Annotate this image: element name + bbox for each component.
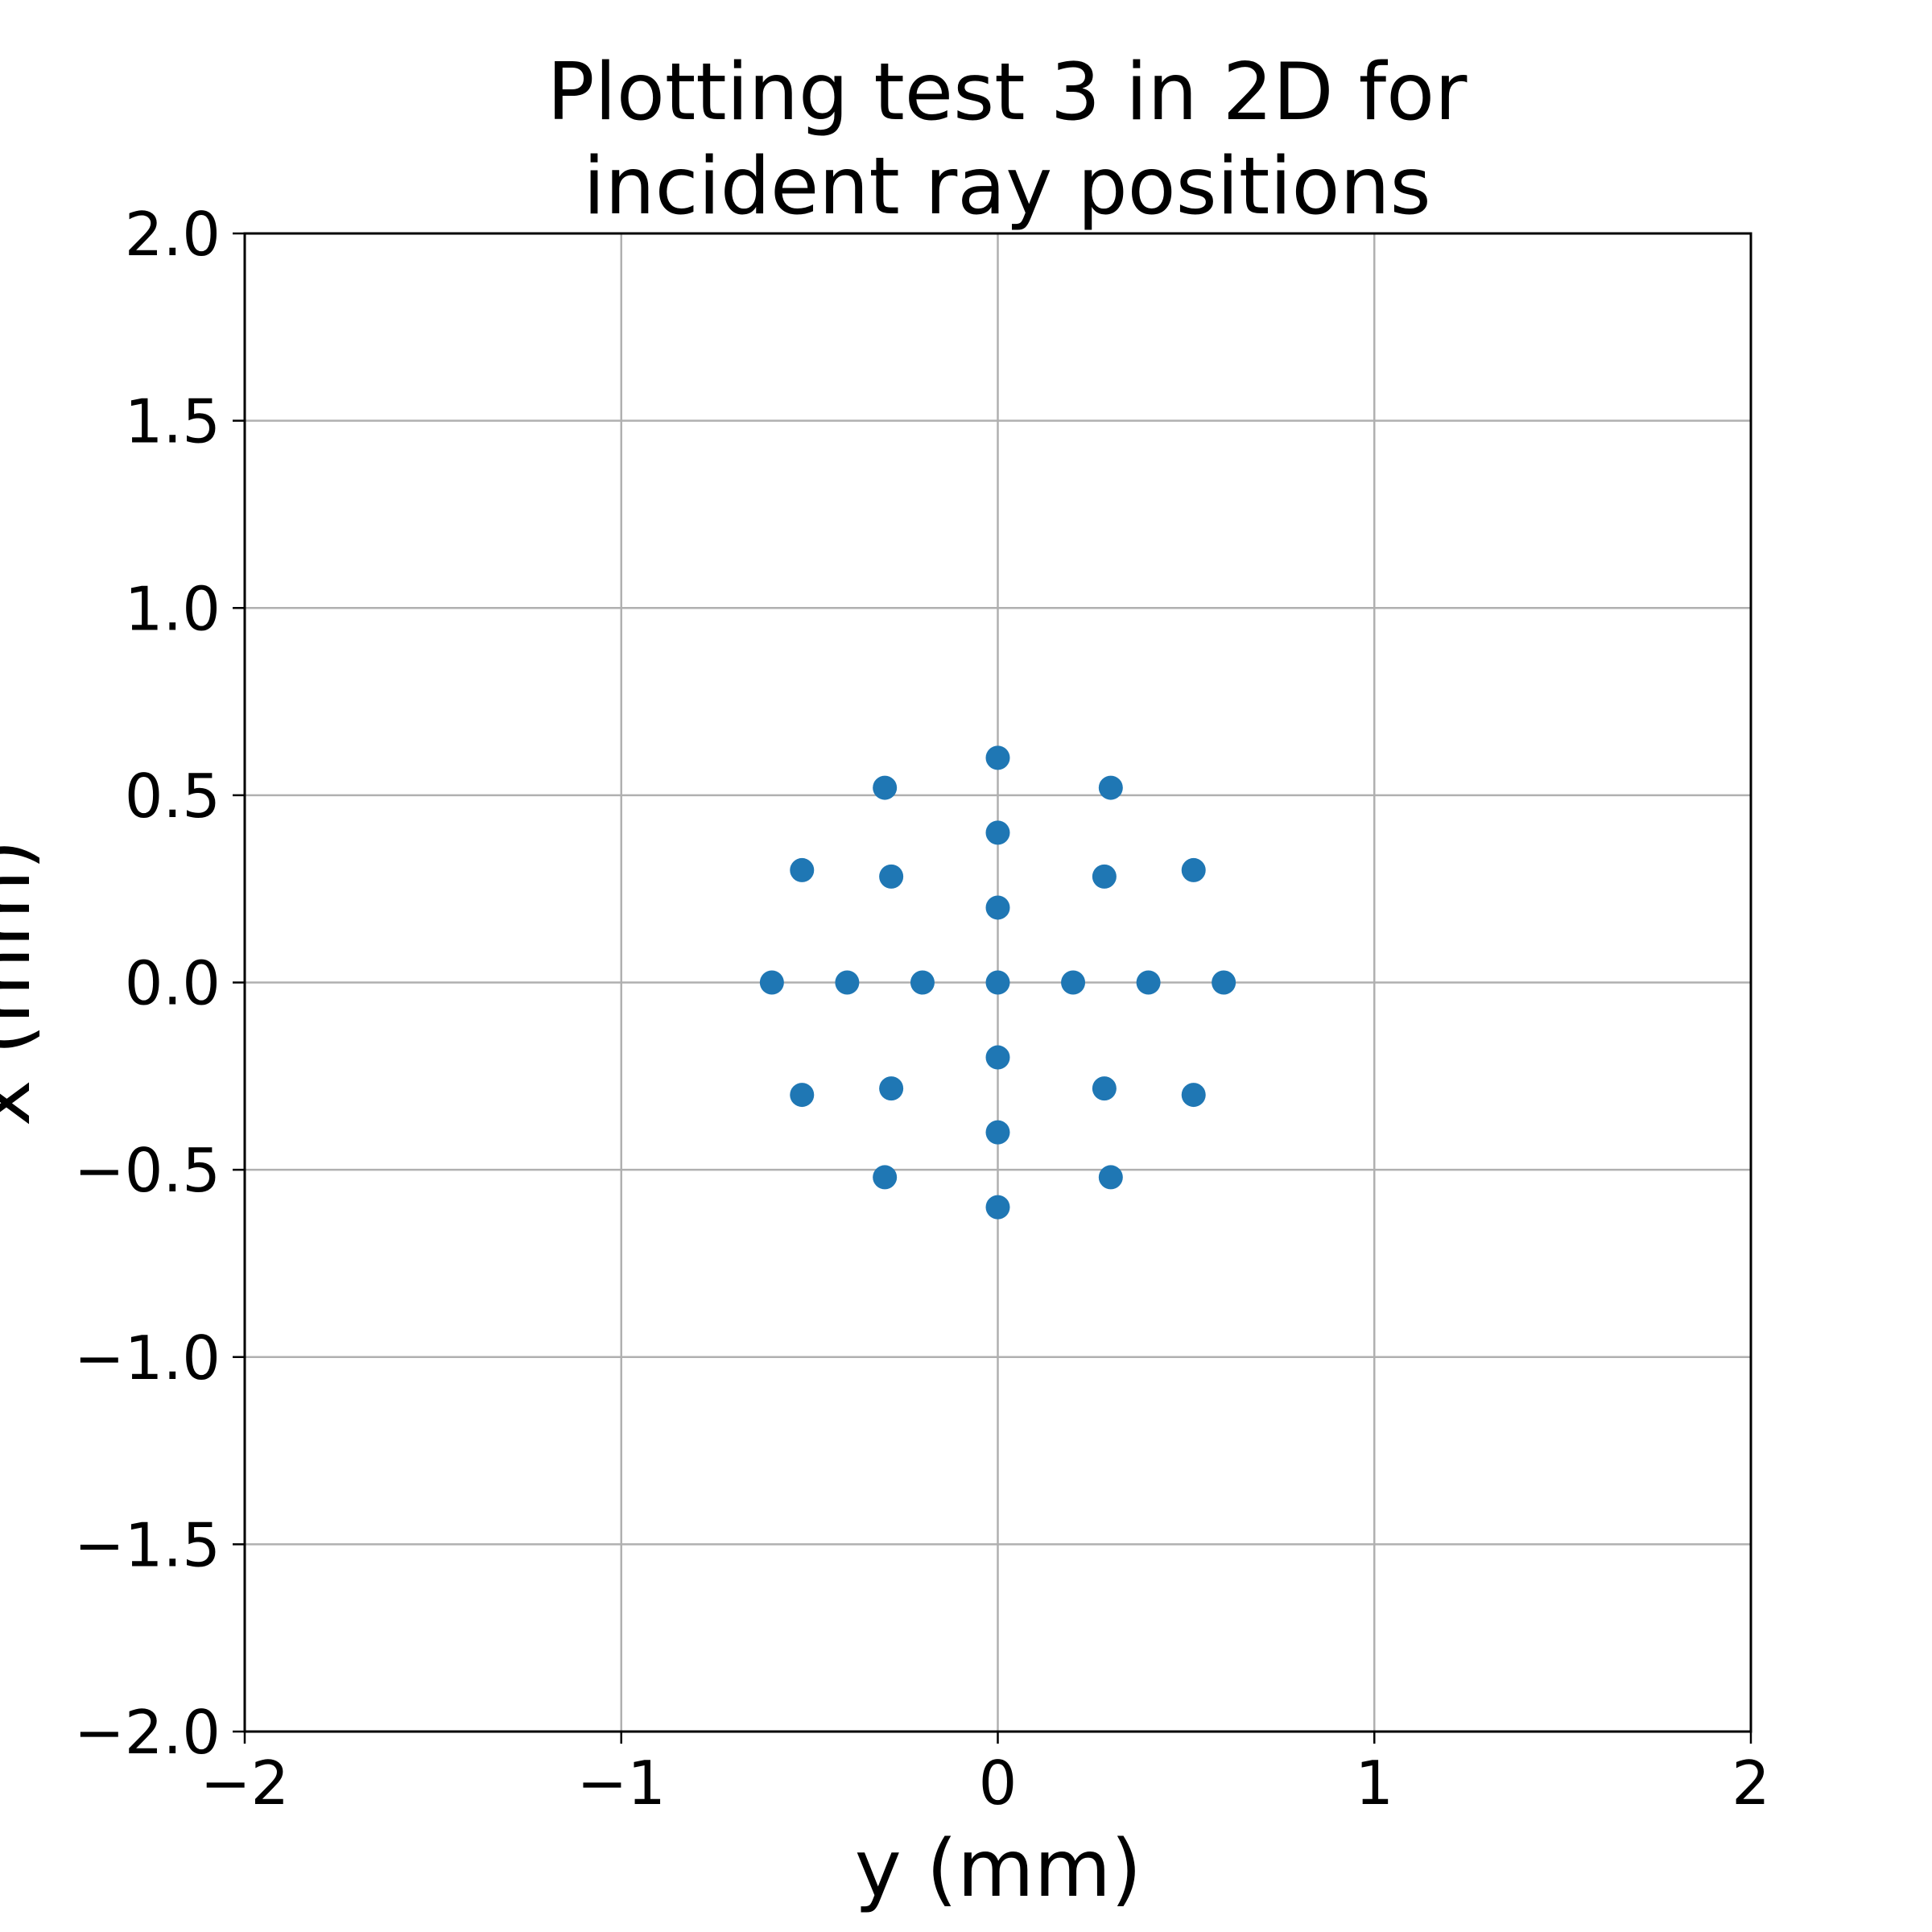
- x-tick-label: −1: [576, 1748, 666, 1818]
- axis-ticks: −2 −1 0 1 2 −2.0 −1.5 −1.0 −0.5 0.0 0.5 1.0 1.5 2.0: [74, 199, 1770, 1818]
- scatter-point: [1181, 1083, 1206, 1108]
- x-tick-label: 1: [1355, 1748, 1393, 1818]
- y-tick-label: 1.5: [125, 386, 221, 457]
- scatter-point: [759, 970, 784, 995]
- y-axis-label: x (mm): [0, 840, 48, 1127]
- scatter-point: [790, 857, 815, 882]
- scatter-point: [879, 864, 904, 889]
- scatter-point: [1092, 1076, 1117, 1101]
- y-tick-label: −0.5: [74, 1135, 221, 1206]
- y-tick-label: 2.0: [125, 199, 221, 270]
- scatter-point: [1061, 970, 1086, 995]
- scatter-points: [759, 745, 1236, 1220]
- scatter-point: [1212, 970, 1236, 995]
- scatter-point: [879, 1076, 904, 1101]
- scatter-point: [985, 895, 1010, 920]
- y-tick-label: 0.5: [125, 761, 221, 832]
- scatter-point: [1181, 857, 1206, 882]
- x-axis-label: y (mm): [855, 1823, 1142, 1915]
- scatter-point: [790, 1083, 815, 1108]
- x-tick-label: 2: [1732, 1748, 1770, 1818]
- scatter-point: [1098, 775, 1123, 800]
- scatter-point: [1136, 970, 1161, 995]
- scatter-point: [873, 775, 898, 800]
- scatter-point: [835, 970, 860, 995]
- y-tick-label: −2.0: [74, 1697, 221, 1768]
- y-tick-label: −1.5: [74, 1509, 221, 1580]
- chart-title-line-1: Plotting test 3 in 2D for: [547, 47, 1468, 138]
- scatter-point: [985, 1195, 1010, 1220]
- y-tick-label: −1.0: [74, 1323, 221, 1393]
- scatter-point: [985, 820, 1010, 845]
- y-tick-label: 0.0: [125, 948, 221, 1019]
- scatter-point: [985, 1120, 1010, 1145]
- scatter-point: [873, 1165, 898, 1190]
- x-tick-label: −2: [200, 1748, 290, 1818]
- scatter-point: [1098, 1165, 1123, 1190]
- scatter-point: [985, 745, 1010, 770]
- x-tick-label: 0: [979, 1748, 1018, 1818]
- scatter-point: [1092, 864, 1117, 889]
- scatter-point: [985, 1045, 1010, 1070]
- scatter-point: [910, 970, 935, 995]
- y-tick-label: 1.0: [125, 573, 221, 644]
- chart-title-line-2: incident ray positions: [583, 141, 1430, 233]
- scatter-point: [985, 970, 1010, 995]
